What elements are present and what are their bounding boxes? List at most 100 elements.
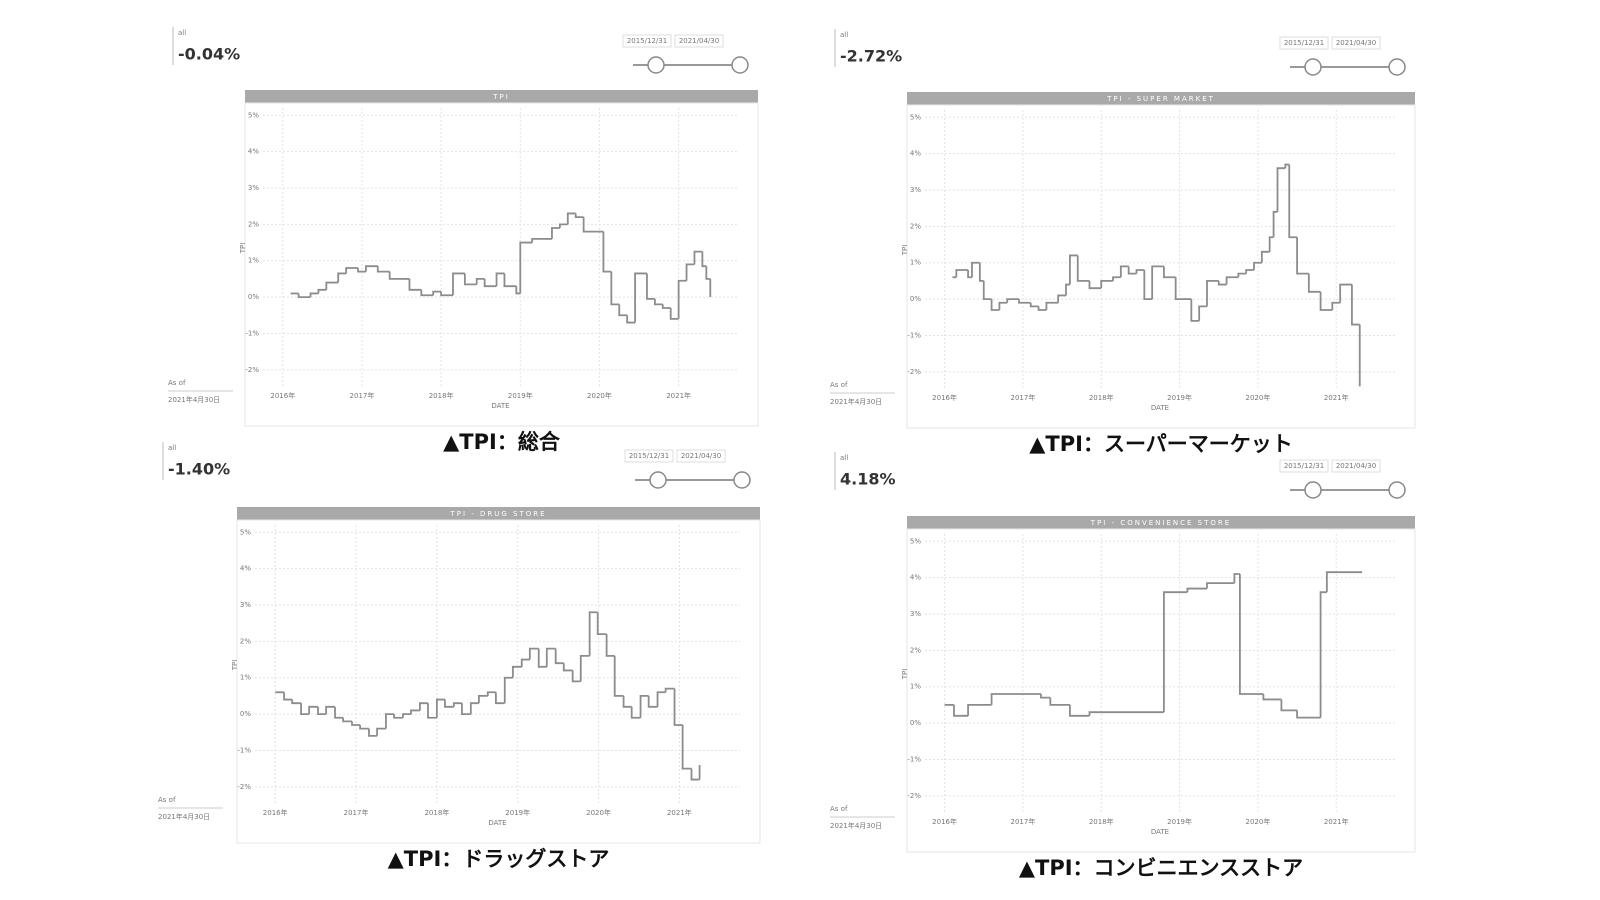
filter-label: all	[840, 454, 848, 462]
line-step	[681, 725, 692, 770]
y-tick-label: 2%	[910, 222, 921, 230]
line-step	[647, 695, 658, 708]
line-step	[701, 251, 707, 268]
date-range: 2021/04/30	[1336, 462, 1376, 470]
line-step	[1163, 266, 1176, 279]
date-range: 2021/04/30	[1336, 39, 1376, 47]
filter-label: all	[840, 31, 848, 39]
line-step	[1288, 164, 1298, 239]
line-step	[545, 647, 556, 667]
line-step	[693, 250, 703, 265]
y-tick-label: 2%	[910, 646, 921, 654]
date-box	[1279, 36, 1329, 50]
y-tick-label: 3%	[910, 186, 921, 194]
line-step	[1057, 294, 1066, 303]
line-step	[1143, 270, 1153, 300]
line-step	[325, 281, 339, 290]
line-step	[1206, 582, 1235, 589]
slider-handle[interactable]	[1304, 481, 1322, 499]
date-box	[1279, 459, 1329, 473]
line-step	[558, 223, 568, 228]
chart-title: TPI	[492, 93, 510, 101]
line-step	[551, 227, 560, 239]
line-step	[566, 212, 576, 225]
line-step	[345, 267, 358, 274]
line-step	[376, 266, 390, 273]
date-box	[622, 34, 672, 48]
slider-handle[interactable]	[733, 471, 751, 489]
x-tick-label: 2016年	[263, 808, 288, 817]
line-step	[385, 713, 395, 729]
line-step	[1296, 237, 1309, 275]
y-tick-label: 4%	[910, 574, 921, 582]
headline-value: 4.18%	[840, 470, 896, 489]
slider-handle[interactable]	[731, 56, 749, 74]
x-tick-label: 2021年	[667, 808, 692, 817]
line-step	[475, 278, 485, 285]
x-tick-label: 2017年	[344, 808, 369, 817]
caption: ▲TPI：コンビニエンスストア	[1019, 856, 1303, 880]
x-axis-label: DATE	[1151, 828, 1169, 836]
line-step	[1319, 591, 1327, 718]
y-tick-label: 0%	[248, 293, 259, 301]
y-tick-label: 1%	[248, 257, 259, 265]
line-step	[1045, 301, 1059, 310]
line-step	[1276, 167, 1286, 212]
y-tick-label: 1%	[910, 259, 921, 267]
filter-label: all	[168, 444, 176, 452]
x-tick-label: 2021年	[1324, 817, 1349, 826]
line-step	[1069, 704, 1090, 717]
caption: ▲TPI：ドラッグストア	[388, 847, 610, 871]
y-tick-label: 4%	[910, 150, 921, 158]
line-step	[653, 298, 663, 306]
line-step	[432, 290, 442, 296]
line-step	[1237, 272, 1247, 278]
line-step	[1198, 305, 1207, 321]
headline-value: -0.04%	[178, 45, 240, 64]
plot-frame	[244, 102, 759, 427]
line-step	[461, 703, 471, 715]
plot-frame	[906, 104, 1416, 429]
line-step	[1260, 250, 1270, 263]
line-step	[562, 663, 573, 672]
line-step	[618, 304, 628, 317]
line-step	[639, 695, 649, 718]
line-step	[622, 695, 632, 708]
chart-title: TPI - DRUG STORE	[449, 510, 546, 518]
slider-handle[interactable]	[1304, 58, 1322, 76]
slider-handle[interactable]	[1388, 481, 1406, 499]
line-step	[1049, 697, 1070, 706]
line-step	[351, 721, 361, 726]
date-range: 2015/12/31	[627, 37, 667, 45]
line-step	[634, 272, 647, 323]
line-step	[1307, 273, 1321, 293]
line-step	[571, 670, 581, 683]
y-tick-label: 0%	[910, 719, 921, 727]
line-step	[1206, 280, 1219, 307]
y-tick-label: 1%	[910, 683, 921, 691]
line-step	[368, 728, 378, 737]
x-tick-label: 2018年	[424, 808, 449, 817]
slider-handle[interactable]	[1388, 58, 1406, 76]
line-step	[588, 611, 598, 656]
line-step	[334, 706, 344, 719]
line-step	[408, 278, 422, 291]
line-step	[494, 692, 505, 705]
x-tick-label: 2019年	[1167, 817, 1192, 826]
slider-handle[interactable]	[647, 56, 665, 74]
y-tick-label: -1%	[907, 331, 921, 339]
as-of-label: As of	[830, 381, 848, 389]
y-tick-label: 5%	[248, 111, 259, 119]
line-step	[444, 699, 454, 708]
line-step	[531, 238, 545, 243]
line-step	[656, 691, 666, 707]
chart-title: TPI - CONVENIENCE STORE	[1090, 519, 1231, 527]
line-step	[469, 702, 479, 715]
x-tick-label: 2016年	[932, 393, 957, 402]
line-step	[1040, 694, 1051, 699]
y-tick-label: -2%	[237, 783, 251, 791]
slider-handle[interactable]	[649, 471, 667, 489]
line-step	[1253, 261, 1262, 270]
line-step	[661, 304, 671, 309]
